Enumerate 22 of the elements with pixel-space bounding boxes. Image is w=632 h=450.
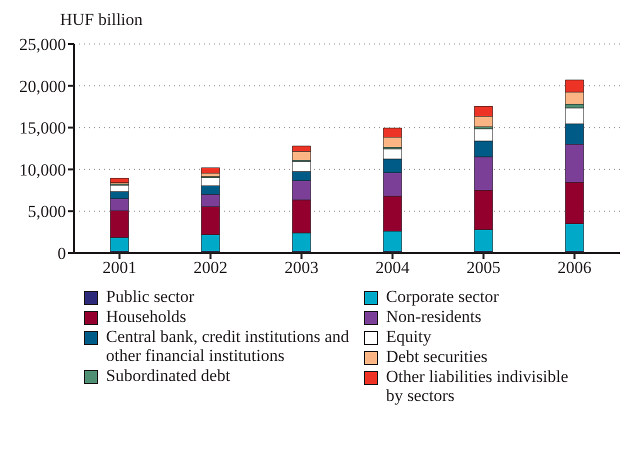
- x-tick-label: 2004: [376, 258, 410, 278]
- x-tick-label: 2001: [102, 258, 136, 278]
- legend-label: Corporate sector: [386, 287, 499, 306]
- legend-label: Other liabilities indivisible by sectors: [386, 367, 570, 405]
- y-tick-label: 0: [58, 244, 66, 264]
- x-tick-label: 2003: [284, 258, 318, 278]
- y-tick-label: 5,000: [28, 202, 66, 222]
- x-tick-label: 2002: [194, 258, 228, 278]
- legend-label: Households: [106, 307, 186, 326]
- legend-label: Central bank, credit institutions and other financial institutions: [106, 327, 350, 365]
- y-tick-label: 25,000: [19, 35, 66, 54]
- y-tick-label: 15,000: [19, 118, 66, 138]
- y-tick-label: 20,000: [19, 76, 66, 96]
- x-tick-label: 2006: [558, 258, 592, 278]
- y-tick-label: 10,000: [19, 160, 66, 180]
- legend-label: Public sector: [106, 287, 194, 306]
- legend-label: Equity: [386, 327, 432, 346]
- y-axis-title: HUF billion: [60, 10, 143, 30]
- x-tick-label: 2005: [466, 258, 500, 278]
- legend-label: Subordinated debt: [106, 366, 230, 385]
- legend-label: Debt securities: [386, 347, 488, 366]
- legend-label: Non-residents: [386, 307, 482, 326]
